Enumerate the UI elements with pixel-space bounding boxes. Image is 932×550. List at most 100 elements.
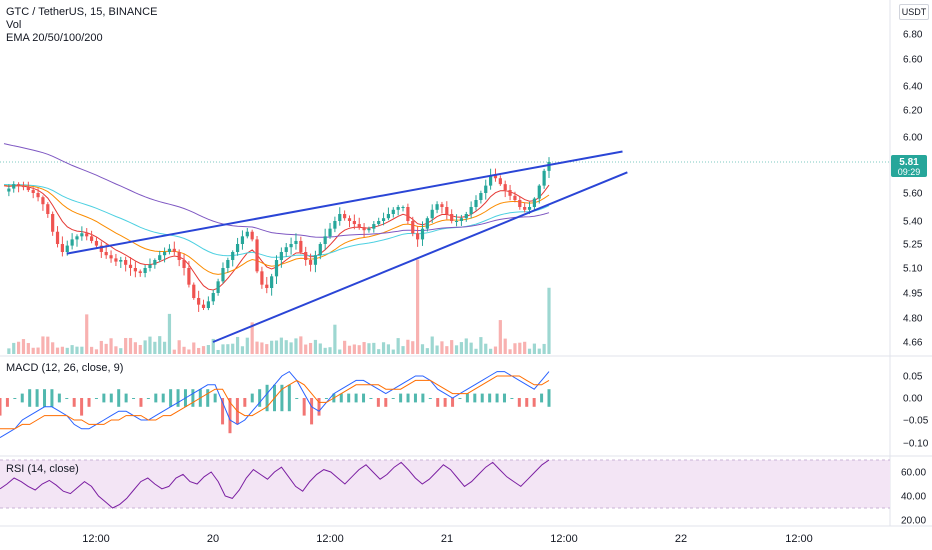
- volume-bar: [89, 346, 94, 354]
- volume-bar: [138, 344, 142, 354]
- volume-bar: [313, 339, 318, 354]
- time-tick-label: 12:00: [785, 533, 813, 545]
- candle: [226, 260, 230, 268]
- price-tick-label: 4.95: [903, 289, 923, 300]
- candle: [323, 236, 327, 244]
- candle: [187, 268, 191, 285]
- volume-bar: [318, 343, 322, 354]
- volume-bar: [459, 342, 464, 354]
- candle: [527, 207, 532, 210]
- macd-histogram-bar: [399, 393, 403, 403]
- volume-bar: [445, 346, 449, 354]
- volume-bar: [16, 341, 21, 354]
- candle: [109, 255, 113, 259]
- macd-histogram-bar: [28, 389, 32, 407]
- volume-bar: [328, 347, 332, 354]
- candle: [245, 231, 249, 237]
- volume-bar: [274, 340, 279, 354]
- volume-bar: [206, 345, 210, 354]
- candle: [206, 301, 210, 308]
- candle: [211, 293, 215, 302]
- macd-legend[interactable]: MACD (12, 26, close, 9): [6, 362, 124, 374]
- candle: [231, 252, 235, 260]
- rsi-legend[interactable]: RSI (14, close): [6, 463, 79, 475]
- volume-bar: [381, 342, 386, 354]
- volume-bar: [12, 342, 16, 354]
- macd-histogram-bar: [213, 393, 217, 403]
- ema-legend[interactable]: EMA 20/50/100/200: [6, 32, 103, 44]
- volume-legend[interactable]: Vol: [6, 19, 22, 31]
- candle: [55, 231, 60, 244]
- macd-histogram-bar: [139, 398, 143, 407]
- volume-bar: [46, 336, 50, 354]
- volume-bar: [518, 342, 522, 354]
- price-tick-label: 4.66: [903, 338, 923, 349]
- macd-histogram-bar: [20, 393, 24, 403]
- candle: [328, 228, 332, 237]
- candle: [255, 239, 259, 272]
- macd-histogram-bar: [102, 393, 106, 403]
- candle: [153, 260, 157, 265]
- candle: [31, 190, 35, 193]
- candle: [80, 233, 84, 237]
- macd-histogram-bar: [0, 398, 2, 416]
- volume-bar: [60, 346, 64, 354]
- candlesticks: [7, 157, 551, 312]
- macd-histogram-bar: [384, 398, 388, 407]
- currency-selector[interactable]: USDT: [899, 4, 929, 20]
- candle: [114, 258, 118, 262]
- volume-bar: [36, 347, 40, 354]
- candle: [94, 240, 99, 246]
- candle: [274, 260, 279, 277]
- volume-bar: [464, 338, 468, 354]
- candle: [430, 209, 434, 219]
- volume-bar: [124, 337, 128, 354]
- candle: [343, 214, 347, 219]
- candle: [128, 264, 133, 268]
- candle: [119, 260, 123, 262]
- volume-bar: [221, 344, 225, 354]
- candle: [518, 200, 522, 207]
- volume-bar: [430, 336, 434, 354]
- candle: [313, 255, 318, 265]
- macd-histogram-bar: [250, 393, 254, 403]
- rsi-tick-label: 60.00: [901, 468, 926, 479]
- volume-bar: [128, 337, 133, 354]
- macd-histogram-bar: [465, 393, 469, 403]
- volume-bar: [182, 346, 186, 354]
- candle: [51, 214, 55, 232]
- volume-bar: [51, 342, 55, 354]
- macd-histogram-bar: [347, 393, 351, 403]
- candle: [464, 214, 468, 219]
- volume-bar: [114, 346, 118, 354]
- macd-histogram-bar: [317, 398, 321, 416]
- candle: [177, 252, 181, 260]
- rsi-line: [0, 459, 550, 509]
- macd-histogram-bar: [458, 398, 462, 399]
- macd-tick-label: 0.00: [903, 394, 923, 405]
- volume-bar: [357, 345, 361, 354]
- volume-bar: [299, 336, 303, 354]
- symbol-title[interactable]: GTC / TetherUS, 15, BINANCE: [6, 6, 158, 18]
- time-tick-label: 12:00: [82, 533, 110, 545]
- macd-histogram-bar: [502, 393, 506, 403]
- volume-bar: [133, 342, 137, 354]
- volume-bar: [289, 342, 293, 354]
- trendlines[interactable]: [66, 150, 628, 343]
- candle: [347, 218, 352, 221]
- macd-histogram-bar: [473, 393, 477, 403]
- volume-bar: [70, 345, 74, 354]
- price-tick-label: 6.20: [903, 106, 923, 117]
- volume-bar: [425, 348, 429, 354]
- volume-bar: [148, 336, 152, 354]
- candle: [26, 187, 30, 191]
- volume-bar: [454, 345, 459, 354]
- volume-bar: [260, 342, 264, 354]
- macd-histogram-bar: [391, 398, 395, 399]
- candle: [75, 236, 79, 240]
- candle: [304, 252, 308, 260]
- price-tick-label: 6.40: [903, 82, 923, 93]
- macd-axis-labels: 0.05 0.00 −0.05 −0.10: [903, 372, 929, 450]
- candle: [474, 200, 478, 207]
